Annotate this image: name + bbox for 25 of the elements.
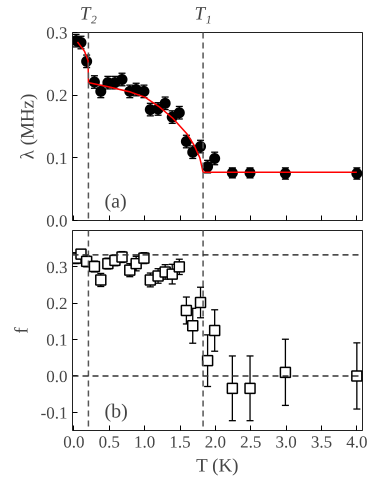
y-tick-label: 0.1 [46, 330, 68, 350]
x-tick-label: 0.0 [63, 432, 85, 452]
y-tick-label: 0.1 [46, 148, 68, 168]
annotation: (b) [104, 400, 128, 422]
x-tick-label: 1.0 [134, 432, 156, 452]
x-tick-label: 2.0 [204, 432, 226, 452]
y-tick-label: -0.1 [40, 403, 68, 422]
y-tick-label: 0.0 [46, 212, 68, 230]
y-axis-title: f [12, 326, 33, 334]
x-tick-label: 1.5 [169, 432, 191, 452]
x-axis-title: T (K) [196, 456, 239, 476]
ref-line-label: T₂ [80, 4, 98, 24]
annotation: (a) [104, 190, 127, 212]
y-tick-label: 0.2 [46, 86, 68, 106]
y-tick-label: 0.3 [46, 24, 68, 42]
x-tick-label: 3.0 [275, 432, 297, 452]
x-tick-label: 2.5 [240, 432, 262, 452]
x-tick-label: 4.0 [346, 432, 368, 452]
y-tick-label: 0.3 [46, 258, 68, 277]
x-tick-label: 0.5 [98, 432, 120, 452]
ref-line-label: T₁ [194, 4, 212, 24]
x-tick-label: 3.5 [310, 432, 332, 452]
y-axis-title: λ (MHz) [17, 94, 38, 160]
y-tick-label: 0.2 [46, 294, 68, 314]
y-tick-label: 0.0 [46, 366, 68, 386]
